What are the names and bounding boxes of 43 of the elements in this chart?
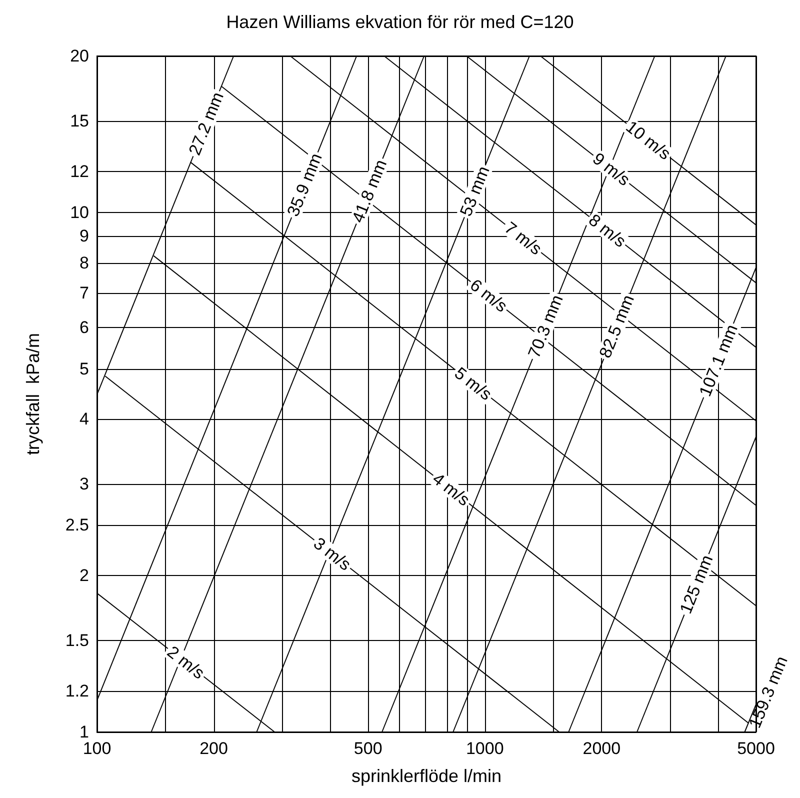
- y-tick-label: 7: [80, 283, 89, 302]
- y-tick-label: 8: [80, 253, 89, 272]
- text: 4 m/s: [428, 469, 474, 510]
- y-tick-label: 1.5: [65, 631, 89, 650]
- text: 7 m/s: [500, 218, 546, 259]
- text: 3 m/s: [310, 534, 354, 574]
- x-tick-label: 200: [200, 739, 228, 758]
- text: 125 mm: [676, 552, 717, 616]
- y-tick-label: 2: [80, 566, 89, 586]
- y-axis-title: tryckfall kPa/m: [23, 332, 43, 456]
- text: 5 m/s: [450, 364, 496, 404]
- text: 9 m/s: [589, 149, 634, 190]
- text: 82.5 mm: [596, 292, 638, 361]
- y-tick-label: 15: [70, 111, 89, 130]
- y-tick-label: 1: [80, 722, 89, 742]
- text: 53 mm: [456, 164, 494, 219]
- y-tick-label: 9: [80, 226, 89, 246]
- text: 70.3 mm: [524, 292, 567, 361]
- y-tick-label: 1.2: [65, 681, 89, 700]
- text: 41.8 mm: [348, 157, 391, 226]
- text: 10 m/s: [622, 117, 674, 164]
- x-tick-label: 1000: [466, 739, 504, 758]
- text: 6 m/s: [466, 275, 511, 316]
- y-tick-label: 12: [70, 162, 89, 181]
- x-tick-label: 5000: [737, 739, 775, 758]
- text: 2 m/s: [164, 642, 208, 683]
- y-tick-label: 3: [80, 474, 89, 494]
- x-tick-label: 2000: [582, 739, 621, 758]
- chart-title: Hazen Williams ekvation för rör med C=120: [226, 12, 574, 32]
- text: 27.2 mm: [185, 90, 228, 158]
- x-tick-label: 500: [354, 739, 382, 758]
- y-tick-label: 2.5: [65, 516, 89, 535]
- x-tick-label: 100: [82, 739, 112, 758]
- text: 159.3 mm: [745, 654, 792, 731]
- x-axis-title: sprinklerflöde l/min: [351, 766, 502, 786]
- y-tick-label: 20: [70, 46, 89, 66]
- text: 35.9 mm: [284, 150, 326, 220]
- y-tick-label: 4: [80, 410, 89, 429]
- y-tick-label: 10: [70, 202, 89, 222]
- text: 107.1 mm: [696, 322, 742, 400]
- y-tick-label: 6: [80, 318, 89, 338]
- text: 8 m/s: [585, 210, 630, 252]
- y-tick-label: 5: [80, 359, 89, 378]
